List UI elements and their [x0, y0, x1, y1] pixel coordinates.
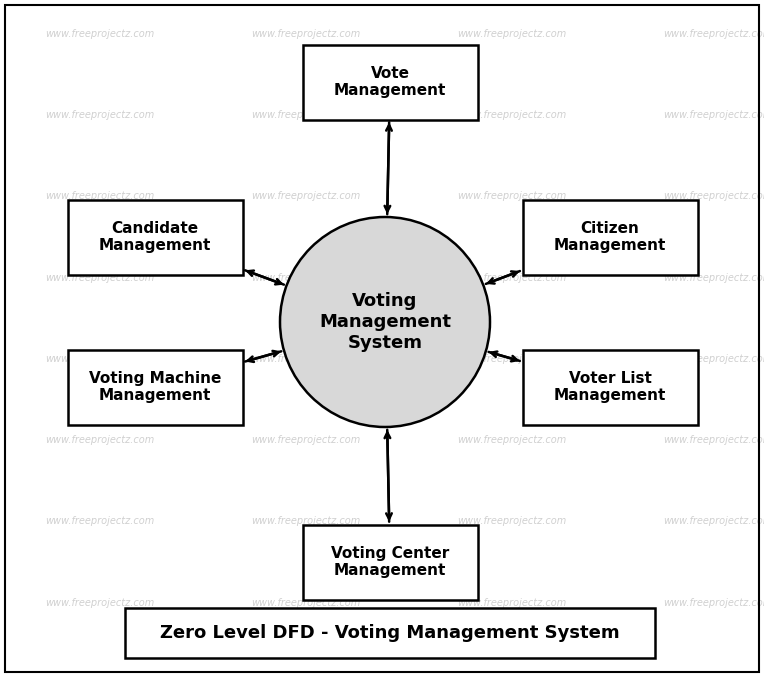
Text: www.freeprojectz.com: www.freeprojectz.com — [45, 110, 154, 120]
Text: Voting
Management
System: Voting Management System — [319, 292, 451, 352]
Text: Voter List
Management: Voter List Management — [554, 371, 666, 403]
Text: www.freeprojectz.com: www.freeprojectz.com — [458, 110, 566, 120]
Text: www.freeprojectz.com: www.freeprojectz.com — [664, 273, 764, 282]
Text: www.freeprojectz.com: www.freeprojectz.com — [458, 517, 566, 526]
Bar — [303, 525, 478, 600]
Bar — [67, 349, 242, 424]
Text: www.freeprojectz.com: www.freeprojectz.com — [251, 598, 360, 607]
Text: Vote
Management: Vote Management — [334, 66, 446, 98]
Text: www.freeprojectz.com: www.freeprojectz.com — [664, 517, 764, 526]
Bar — [125, 608, 655, 658]
Text: www.freeprojectz.com: www.freeprojectz.com — [458, 273, 566, 282]
Text: www.freeprojectz.com: www.freeprojectz.com — [45, 29, 154, 39]
Text: www.freeprojectz.com: www.freeprojectz.com — [251, 517, 360, 526]
Text: www.freeprojectz.com: www.freeprojectz.com — [251, 273, 360, 282]
Circle shape — [280, 217, 490, 427]
Text: Voting Center
Management: Voting Center Management — [331, 546, 449, 578]
Text: www.freeprojectz.com: www.freeprojectz.com — [251, 192, 360, 201]
Bar — [67, 200, 242, 274]
Bar — [523, 200, 698, 274]
Text: www.freeprojectz.com: www.freeprojectz.com — [664, 598, 764, 607]
Text: www.freeprojectz.com: www.freeprojectz.com — [251, 354, 360, 364]
Text: www.freeprojectz.com: www.freeprojectz.com — [664, 110, 764, 120]
Text: www.freeprojectz.com: www.freeprojectz.com — [45, 273, 154, 282]
Text: www.freeprojectz.com: www.freeprojectz.com — [45, 435, 154, 445]
Text: Candidate
Management: Candidate Management — [99, 221, 211, 253]
Text: www.freeprojectz.com: www.freeprojectz.com — [251, 29, 360, 39]
Text: www.freeprojectz.com: www.freeprojectz.com — [251, 435, 360, 445]
Text: www.freeprojectz.com: www.freeprojectz.com — [458, 192, 566, 201]
Text: www.freeprojectz.com: www.freeprojectz.com — [458, 354, 566, 364]
Text: www.freeprojectz.com: www.freeprojectz.com — [45, 598, 154, 607]
Bar — [303, 45, 478, 120]
Text: www.freeprojectz.com: www.freeprojectz.com — [45, 354, 154, 364]
Text: www.freeprojectz.com: www.freeprojectz.com — [45, 517, 154, 526]
Text: www.freeprojectz.com: www.freeprojectz.com — [664, 435, 764, 445]
Text: Zero Level DFD - Voting Management System: Zero Level DFD - Voting Management Syste… — [160, 624, 620, 642]
Text: www.freeprojectz.com: www.freeprojectz.com — [664, 354, 764, 364]
Bar — [523, 349, 698, 424]
Text: www.freeprojectz.com: www.freeprojectz.com — [664, 192, 764, 201]
Text: Voting Machine
Management: Voting Machine Management — [89, 371, 222, 403]
Text: www.freeprojectz.com: www.freeprojectz.com — [458, 435, 566, 445]
Text: www.freeprojectz.com: www.freeprojectz.com — [251, 110, 360, 120]
Text: www.freeprojectz.com: www.freeprojectz.com — [664, 29, 764, 39]
Text: www.freeprojectz.com: www.freeprojectz.com — [458, 598, 566, 607]
Text: Citizen
Management: Citizen Management — [554, 221, 666, 253]
Text: www.freeprojectz.com: www.freeprojectz.com — [458, 29, 566, 39]
Text: www.freeprojectz.com: www.freeprojectz.com — [45, 192, 154, 201]
